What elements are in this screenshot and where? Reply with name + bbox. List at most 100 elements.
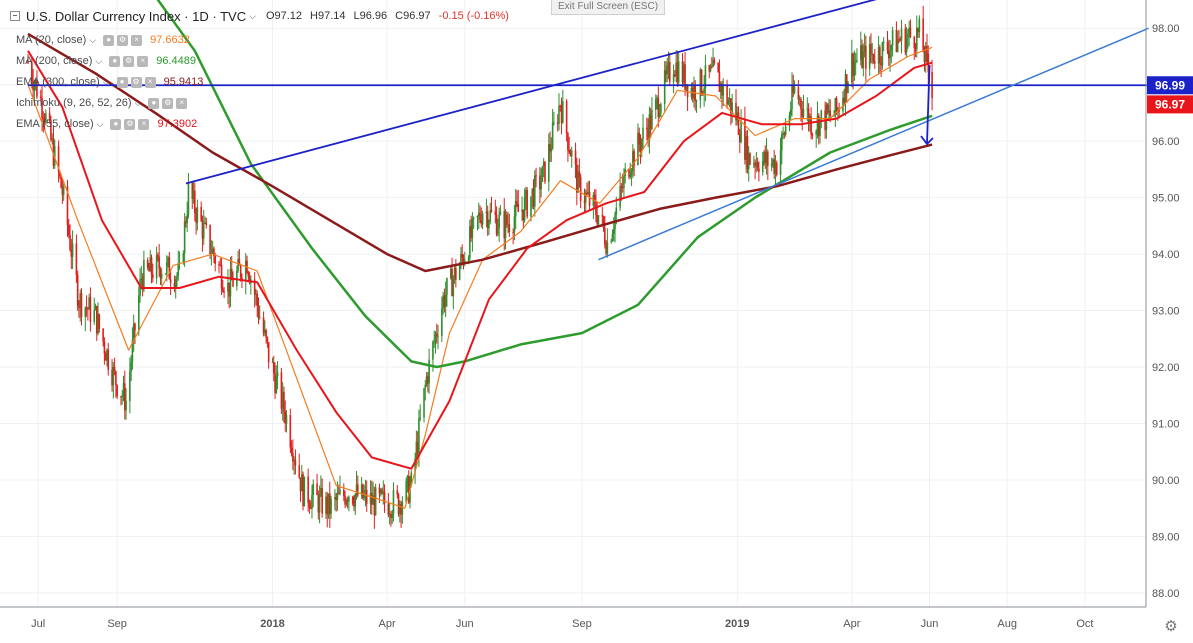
candle-body bbox=[471, 218, 474, 238]
candle-body bbox=[93, 309, 96, 322]
candle-body bbox=[845, 74, 848, 93]
x-tick-label: 2019 bbox=[725, 618, 749, 630]
settings-icon[interactable]: ⚙ bbox=[124, 118, 136, 130]
candle-body bbox=[405, 480, 407, 502]
symbol-title[interactable]: U.S. Dollar Currency Index · 1D · TVC bbox=[26, 8, 247, 24]
eye-icon[interactable]: ● bbox=[116, 76, 128, 88]
candle-body bbox=[807, 108, 810, 124]
candle-body bbox=[806, 108, 809, 110]
candle-body bbox=[167, 257, 169, 262]
candle-body bbox=[345, 500, 348, 505]
candle-body bbox=[219, 264, 222, 266]
candle-body bbox=[374, 487, 377, 516]
candle-body bbox=[704, 65, 707, 89]
candle-body bbox=[363, 493, 365, 499]
candle-body bbox=[78, 305, 80, 309]
candle-body bbox=[610, 241, 612, 243]
candle-body bbox=[526, 190, 528, 217]
candle-body bbox=[914, 48, 917, 50]
eye-icon[interactable]: ● bbox=[103, 34, 115, 46]
close-icon[interactable]: × bbox=[138, 118, 150, 130]
candle-body bbox=[130, 362, 132, 372]
chevron-down-icon[interactable]: ⌵ bbox=[249, 10, 256, 21]
candle-body bbox=[877, 47, 880, 64]
close-icon[interactable]: × bbox=[176, 97, 188, 109]
gear-icon[interactable]: ⚙ bbox=[1164, 618, 1178, 635]
exit-fullscreen-button[interactable]: Exit Full Screen (ESC) bbox=[551, 0, 666, 15]
candle-body bbox=[532, 188, 535, 207]
candle-body bbox=[223, 291, 225, 293]
indicator-row[interactable]: EMA (55, close) ⌵ ● ⚙ × 97.3902 bbox=[4, 115, 197, 133]
candle-body bbox=[576, 164, 578, 193]
candle-body bbox=[656, 97, 658, 100]
ohlc-close: C96.97 bbox=[395, 10, 431, 22]
candle-body bbox=[820, 110, 823, 118]
chevron-down-icon[interactable]: ⌵ bbox=[134, 97, 142, 108]
candle-body bbox=[211, 248, 214, 254]
candle-body bbox=[42, 117, 45, 120]
candle-body bbox=[674, 74, 676, 77]
candle-body bbox=[755, 162, 758, 167]
candle-body bbox=[544, 161, 546, 182]
candle-body bbox=[76, 275, 79, 306]
settings-icon[interactable]: ⚙ bbox=[123, 55, 135, 67]
indicator-value: 95.9413 bbox=[163, 76, 204, 88]
candle-body bbox=[267, 342, 270, 363]
candle-body bbox=[916, 27, 918, 50]
price-label-box bbox=[1147, 95, 1193, 114]
indicator-value: 96.4489 bbox=[156, 55, 197, 67]
candle-body bbox=[486, 211, 489, 229]
candle-body bbox=[218, 264, 220, 266]
indicator-row[interactable]: MA (20, close) ⌵ ● ⚙ × 97.6632 bbox=[4, 31, 190, 49]
candle-body bbox=[357, 484, 359, 496]
candle-body bbox=[53, 146, 56, 166]
candle-body bbox=[202, 222, 205, 239]
candle-body bbox=[717, 63, 719, 73]
candle-body bbox=[88, 297, 90, 310]
settings-icon[interactable]: ⚙ bbox=[130, 76, 142, 88]
eye-icon[interactable]: ● bbox=[109, 55, 121, 67]
candle-body bbox=[192, 190, 195, 200]
candle-body bbox=[871, 53, 874, 55]
candle-body bbox=[308, 502, 311, 508]
candle-body bbox=[41, 97, 43, 118]
collapse-legend-icon[interactable] bbox=[10, 11, 20, 21]
eye-icon[interactable]: ● bbox=[110, 118, 122, 130]
candle-body bbox=[668, 61, 671, 82]
candle-body bbox=[798, 99, 801, 101]
chevron-down-icon[interactable]: ⌵ bbox=[96, 118, 104, 129]
candle-body bbox=[39, 96, 42, 98]
x-tick-label: 2018 bbox=[260, 618, 284, 630]
indicator-row[interactable]: Ichimoku (9, 26, 52, 26) ⌵ ● ⚙ × bbox=[4, 94, 195, 112]
indicator-row[interactable]: MA (200, close) ⌵ ● ⚙ × 96.4489 bbox=[4, 52, 196, 70]
candle-body bbox=[560, 105, 563, 123]
candle-body bbox=[339, 489, 341, 494]
settings-icon[interactable]: ⚙ bbox=[162, 97, 174, 109]
chevron-down-icon[interactable]: ⌵ bbox=[102, 76, 110, 87]
candle-body bbox=[542, 161, 545, 167]
candle-body bbox=[400, 504, 402, 515]
candle-body bbox=[60, 175, 62, 188]
series-line-2 bbox=[27, 32, 933, 273]
chevron-down-icon[interactable]: ⌵ bbox=[95, 55, 103, 66]
close-icon[interactable]: × bbox=[137, 55, 149, 67]
candle-body bbox=[632, 151, 634, 171]
candle-body bbox=[834, 98, 837, 116]
candle-body bbox=[612, 229, 615, 234]
candle-body bbox=[665, 70, 667, 75]
candle-body bbox=[298, 465, 301, 478]
candle-body bbox=[882, 42, 885, 44]
close-icon[interactable]: × bbox=[144, 76, 156, 88]
candle-body bbox=[158, 256, 160, 269]
candle-body bbox=[550, 148, 553, 152]
candle-body bbox=[379, 489, 382, 494]
candle-body bbox=[378, 487, 381, 494]
eye-icon[interactable]: ● bbox=[148, 97, 160, 109]
candle-body bbox=[381, 489, 383, 494]
indicator-row[interactable]: EMA (300, close) ⌵ ● ⚙ × 95.9413 bbox=[4, 73, 203, 91]
candle-body bbox=[909, 27, 912, 37]
close-icon[interactable]: × bbox=[131, 34, 143, 46]
settings-icon[interactable]: ⚙ bbox=[117, 34, 129, 46]
chevron-down-icon[interactable]: ⌵ bbox=[89, 34, 97, 45]
